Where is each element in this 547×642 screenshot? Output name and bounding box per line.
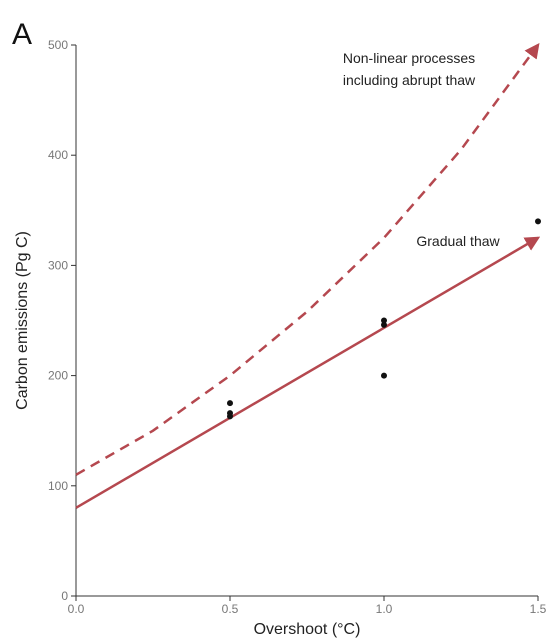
nonlinear-thaw-line [75,42,540,476]
axes [75,45,538,597]
y-tick-label: 300 [48,258,68,272]
x-tick-label: 0.0 [68,602,85,616]
gradual-label-line: Gradual thaw [416,233,500,249]
data-point [381,317,387,324]
series-layer [75,42,541,509]
points-layer [227,218,541,420]
nonlinear-label-line: Non-linear processes [343,50,475,66]
panel-label: A [12,18,32,51]
x-tick-label: 1.0 [376,602,393,616]
gradual-label: Gradual thaw [416,233,500,249]
data-point [381,321,387,328]
x-axis-title: Overshoot (°C) [254,621,361,638]
y-tick-label: 400 [48,148,68,162]
y-tick-label: 0 [61,589,68,603]
y-tick-label: 100 [48,479,68,493]
data-point [381,372,387,379]
data-point [535,218,541,225]
nonlinear-label: Non-linear processes including abrupt tha… [343,50,476,88]
data-point [227,400,233,407]
y-tick-label: 200 [48,369,68,383]
gradual-thaw-line [75,236,541,509]
y-axis-title: Carbon emissions (Pg C) [14,231,31,410]
x-ticks: 0.0 0.5 1.0 1.5 [68,596,547,616]
y-tick-label: 500 [48,38,68,52]
x-tick-label: 0.5 [222,602,239,616]
data-point [227,413,233,420]
nonlinear-label-line: including abrupt thaw [343,72,476,88]
x-tick-label: 1.5 [530,602,547,616]
y-ticks: 0 100 200 300 400 500 [48,38,76,603]
